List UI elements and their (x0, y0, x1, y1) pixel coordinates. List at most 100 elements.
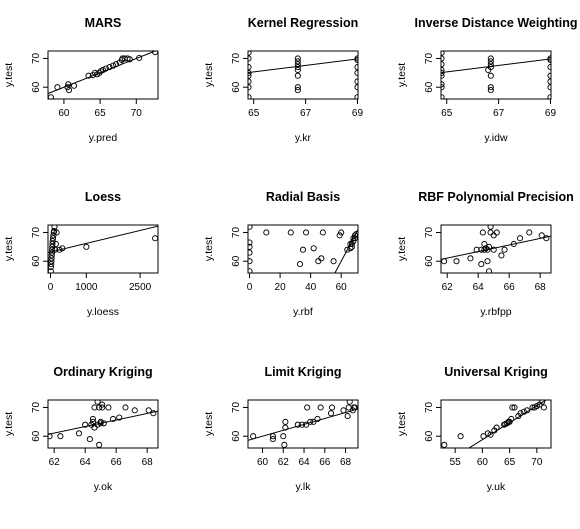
data-point (248, 258, 253, 265)
x-tick-label: 64 (80, 457, 92, 468)
scatter-panel: Radial Basis 0 20 40 60 60 70 y.rbf y.test (203, 190, 359, 318)
x-tick-label: 65 (95, 108, 107, 119)
data-point (441, 66, 445, 74)
data-point (453, 258, 460, 265)
x-tick-label: 68 (535, 282, 547, 293)
panel-title: RBF Polynomial Precision (418, 190, 574, 204)
regression-line (248, 58, 358, 74)
data-point (441, 51, 445, 56)
data-point (304, 404, 311, 411)
y-axis-label: y.test (396, 63, 408, 87)
data-point (112, 61, 120, 68)
data-point (65, 87, 73, 94)
data-point (152, 235, 158, 242)
data-point (57, 433, 64, 440)
plot-area (48, 400, 158, 448)
y-axis-label: y.test (203, 237, 215, 261)
data-point (310, 245, 317, 252)
regression-line (468, 400, 548, 448)
x-tick-label: 62 (278, 457, 290, 468)
data-point (457, 433, 464, 440)
data-point (250, 433, 257, 440)
data-point (315, 258, 322, 265)
data-point (110, 415, 117, 423)
data-point (49, 240, 56, 248)
data-point (82, 421, 89, 428)
data-point (298, 421, 306, 428)
regression-line (48, 410, 158, 435)
data-point (351, 404, 358, 411)
x-tick-label: 60 (58, 108, 70, 119)
y-axis-label: y.test (396, 412, 408, 436)
data-point (280, 433, 287, 440)
data-point (310, 418, 317, 425)
plot-area (441, 51, 551, 99)
x-axis-label: y.pred (89, 132, 118, 144)
data-point (351, 232, 358, 239)
x-tick-label: 66 (504, 282, 516, 293)
y-axis-label: y.test (396, 237, 408, 261)
data-point (509, 404, 516, 411)
panel-title: Radial Basis (266, 190, 340, 204)
x-axis-label: y.rbfpp (480, 306, 511, 318)
data-point (441, 441, 448, 448)
x-axis-label: y.uk (487, 481, 506, 493)
data-point (441, 72, 445, 79)
data-point (344, 413, 351, 420)
data-point (487, 87, 494, 94)
data-point (484, 246, 491, 253)
x-axis-label: y.rbf (293, 306, 313, 318)
data-point (71, 82, 78, 89)
x-tick-label: 65 (248, 108, 260, 119)
data-point (49, 246, 56, 253)
regression-line (48, 225, 158, 254)
y-tick-label: 60 (424, 255, 435, 267)
data-point (547, 84, 551, 91)
data-point (269, 436, 276, 443)
x-axis-label: y.loess (87, 306, 119, 318)
y-tick-label: 70 (424, 52, 435, 64)
data-point (97, 418, 104, 425)
x-axis-label: y.ok (94, 481, 113, 493)
data-point (296, 261, 303, 268)
x-tick-label: 62 (442, 282, 454, 293)
regression-line (441, 58, 551, 74)
data-point (248, 225, 253, 230)
plot-frame (440, 399, 552, 449)
x-tick-label: 70 (531, 457, 543, 468)
data-point (248, 243, 253, 250)
data-point (354, 78, 358, 85)
data-point (354, 55, 358, 62)
data-point (48, 261, 55, 268)
data-point (48, 433, 53, 440)
data-point (83, 243, 90, 250)
data-point (487, 229, 494, 236)
data-point (303, 229, 310, 236)
data-point (248, 55, 252, 62)
data-point (49, 235, 57, 242)
data-point (294, 84, 301, 91)
data-point (136, 54, 143, 61)
regression-line (248, 408, 358, 441)
data-point (263, 229, 270, 236)
plot-area (248, 51, 358, 99)
data-point (479, 229, 486, 236)
scatter-panel: Inverse Distance Weighting 65 67 69 60 70 y.id… (396, 16, 578, 144)
data-point (441, 94, 445, 99)
data-point (487, 64, 494, 71)
scatter-panel: Loess 0 1000 2500 60 70 y.loess y.test (3, 190, 159, 318)
panel-title: Inverse Distance Weighting (414, 16, 577, 30)
plot-frame (47, 399, 159, 449)
data-point (287, 229, 294, 236)
x-tick-label: 67 (300, 108, 312, 119)
data-point (317, 404, 324, 411)
data-point (48, 252, 55, 259)
y-tick-label: 70 (424, 401, 435, 413)
y-tick-label: 70 (31, 401, 42, 413)
y-tick-label: 60 (424, 81, 435, 93)
data-point (116, 414, 123, 421)
data-point (484, 258, 491, 265)
data-point (318, 255, 325, 262)
data-point (294, 55, 301, 62)
plot-frame (47, 50, 159, 100)
